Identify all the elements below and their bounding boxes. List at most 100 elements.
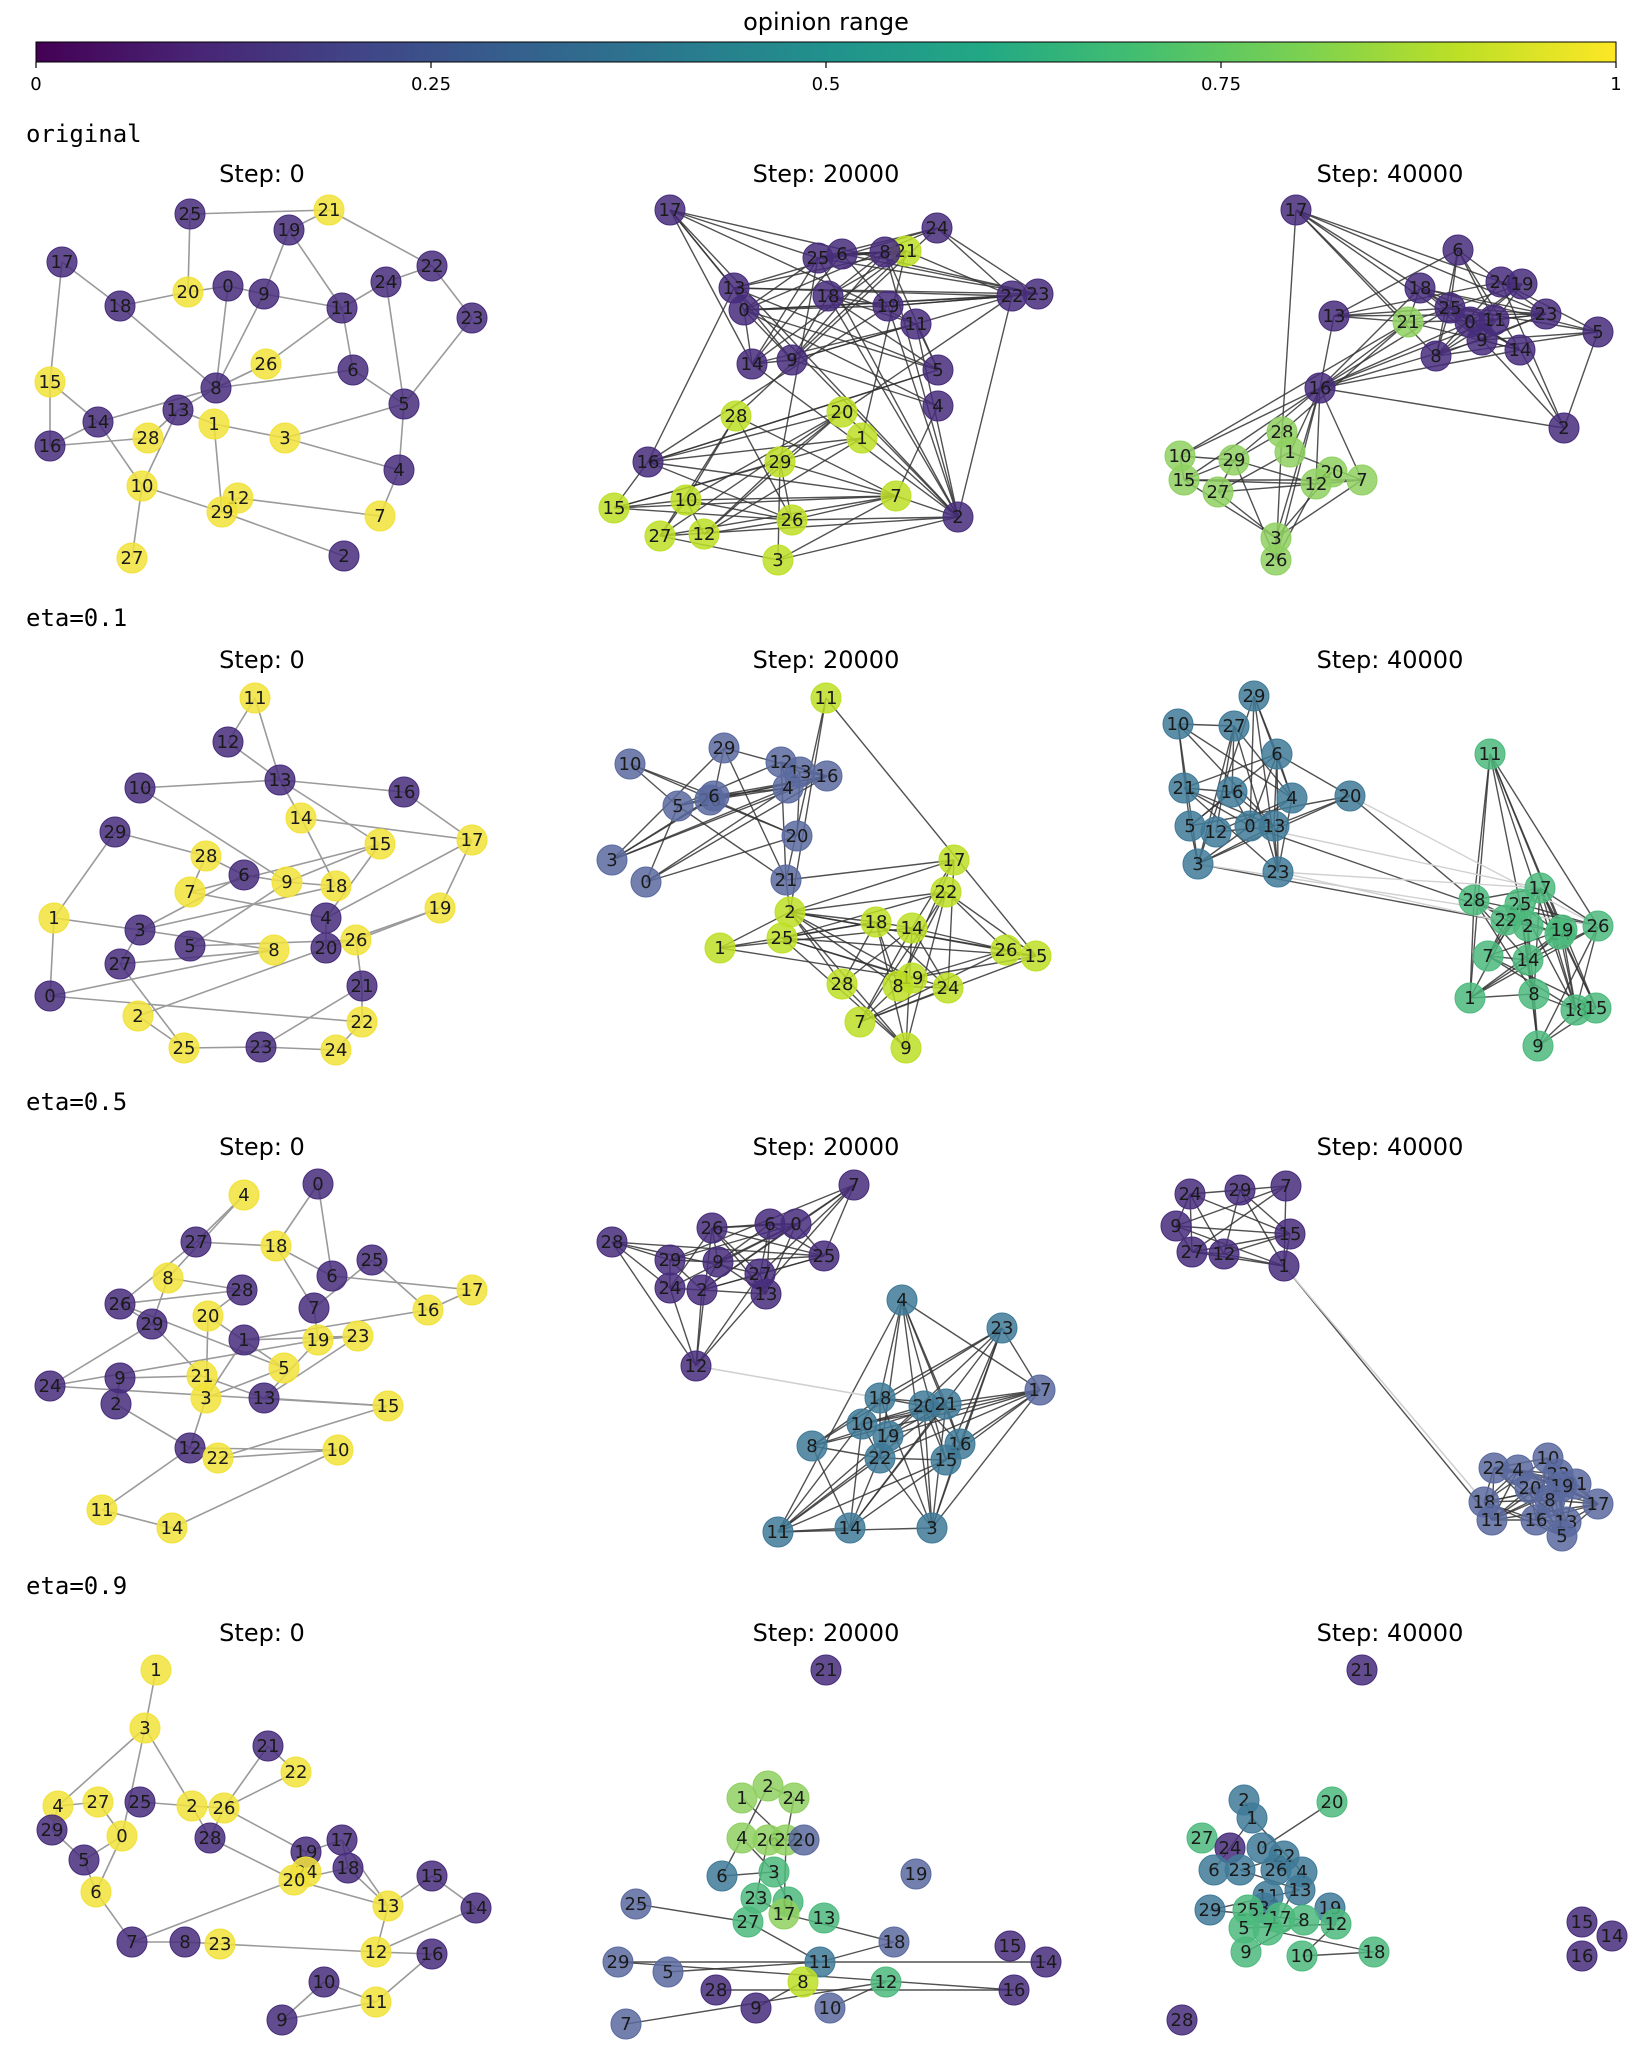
node-label: 16 — [1309, 378, 1332, 399]
node-circle — [1582, 316, 1614, 348]
node-label: 16 — [816, 766, 839, 787]
network-node: 24 — [921, 212, 953, 244]
network-node: 28 — [1166, 2004, 1198, 2036]
network-node: 2 — [752, 1770, 784, 1802]
network-node: 3 — [124, 914, 156, 946]
node-label: 16 — [1003, 1980, 1026, 2001]
node-circle — [900, 1858, 932, 1890]
edge — [861, 250, 907, 439]
edge — [719, 947, 913, 979]
node-circle — [1458, 884, 1490, 916]
node-circle — [204, 1928, 236, 1960]
node-label: 14 — [1517, 950, 1540, 971]
node-circle — [122, 1000, 154, 1032]
node-label: 10 — [1169, 446, 1192, 467]
node-label: 2 — [110, 1394, 121, 1415]
edge — [119, 1289, 243, 1305]
node-circle — [890, 1032, 922, 1064]
edge — [215, 293, 265, 389]
node-label: 2 — [186, 1796, 197, 1817]
node-circle — [880, 480, 912, 512]
network-node: 16 — [34, 430, 66, 462]
node-label: 4 — [320, 908, 331, 929]
node-label: 24 — [783, 1788, 806, 1809]
node-label: 0 — [1244, 816, 1255, 837]
network-node: 21 — [1346, 1654, 1378, 1686]
node-circle — [252, 1730, 284, 1762]
node-label: 24 — [1490, 272, 1513, 293]
node-circle — [228, 1324, 260, 1356]
colorbar-label: opinion range — [743, 8, 909, 36]
network-node: 26 — [250, 348, 282, 380]
network-node: 1 — [1268, 1250, 1300, 1282]
node-circle — [460, 1892, 492, 1924]
node-label: 28 — [195, 846, 218, 867]
node-label: 28 — [705, 1980, 728, 2001]
node-label: 26 — [345, 930, 368, 951]
node-circle — [174, 1432, 206, 1464]
node-label: 26 — [255, 354, 278, 375]
network-node: 14 — [285, 802, 317, 834]
network-node: 9 — [1522, 1030, 1554, 1062]
node-circle — [322, 1434, 354, 1466]
edge — [189, 891, 327, 919]
edge — [647, 369, 939, 463]
node-label: 4 — [932, 396, 943, 417]
node-label: 6 — [347, 360, 358, 381]
edge — [1179, 387, 1321, 457]
node-circle — [346, 970, 378, 1002]
node-label: 13 — [253, 1388, 276, 1409]
node-label: 7 — [308, 1298, 319, 1319]
node-circle — [337, 354, 369, 386]
edge — [735, 415, 793, 521]
node-label: 17 — [1529, 878, 1552, 899]
node-label: 9 — [1240, 1942, 1251, 1963]
edge — [279, 779, 405, 793]
node-circle — [372, 1390, 404, 1422]
node-circle — [273, 214, 305, 246]
node-circle — [1504, 334, 1536, 366]
node-label: 27 — [1207, 482, 1230, 503]
node-circle — [1346, 1654, 1378, 1686]
edge — [139, 779, 281, 789]
node-circle — [1320, 1908, 1352, 1940]
node-circle — [614, 748, 646, 780]
network-node: 15 — [1020, 940, 1052, 972]
network-node: 25 — [356, 1244, 388, 1276]
node-label: 8 — [1528, 984, 1539, 1005]
node-circle — [226, 1274, 258, 1306]
node-circle — [598, 492, 630, 524]
node-label: 29 — [1199, 1900, 1222, 1921]
network-node: 16 — [1520, 1504, 1552, 1536]
node-label: 26 — [995, 940, 1018, 961]
node-circle — [872, 290, 904, 322]
node-circle — [772, 772, 804, 804]
node-circle — [342, 1320, 374, 1352]
node-circle — [808, 1902, 840, 1934]
network-node: 29 — [36, 1814, 68, 1846]
edge — [849, 1403, 947, 1529]
node-label: 21 — [895, 241, 918, 262]
network-node: 11 — [239, 682, 271, 714]
node-label: 10 — [327, 1440, 350, 1461]
node-circle — [826, 396, 858, 428]
node-label: 18 — [337, 1858, 360, 1879]
node-label: 12 — [693, 524, 716, 545]
edge — [1191, 1233, 1291, 1253]
network-node: 18 — [812, 280, 844, 312]
network-node: 10 — [308, 1966, 340, 1998]
network-node: 15 — [416, 1860, 448, 1892]
edge — [911, 949, 1007, 979]
node-label: 9 — [114, 1368, 125, 1389]
node-label: 25 — [625, 1894, 648, 1915]
node-circle — [456, 824, 488, 856]
network-panel: 1129121316102664205302117222251814126151… — [596, 682, 1052, 1064]
node-circle — [870, 1966, 902, 1998]
network-node: 16 — [1216, 776, 1248, 808]
node-circle — [776, 504, 808, 536]
node-circle — [116, 542, 148, 574]
node-label: 14 — [87, 412, 110, 433]
node-circle — [264, 764, 296, 796]
node-circle — [200, 372, 232, 404]
network-node: 16 — [632, 446, 664, 478]
